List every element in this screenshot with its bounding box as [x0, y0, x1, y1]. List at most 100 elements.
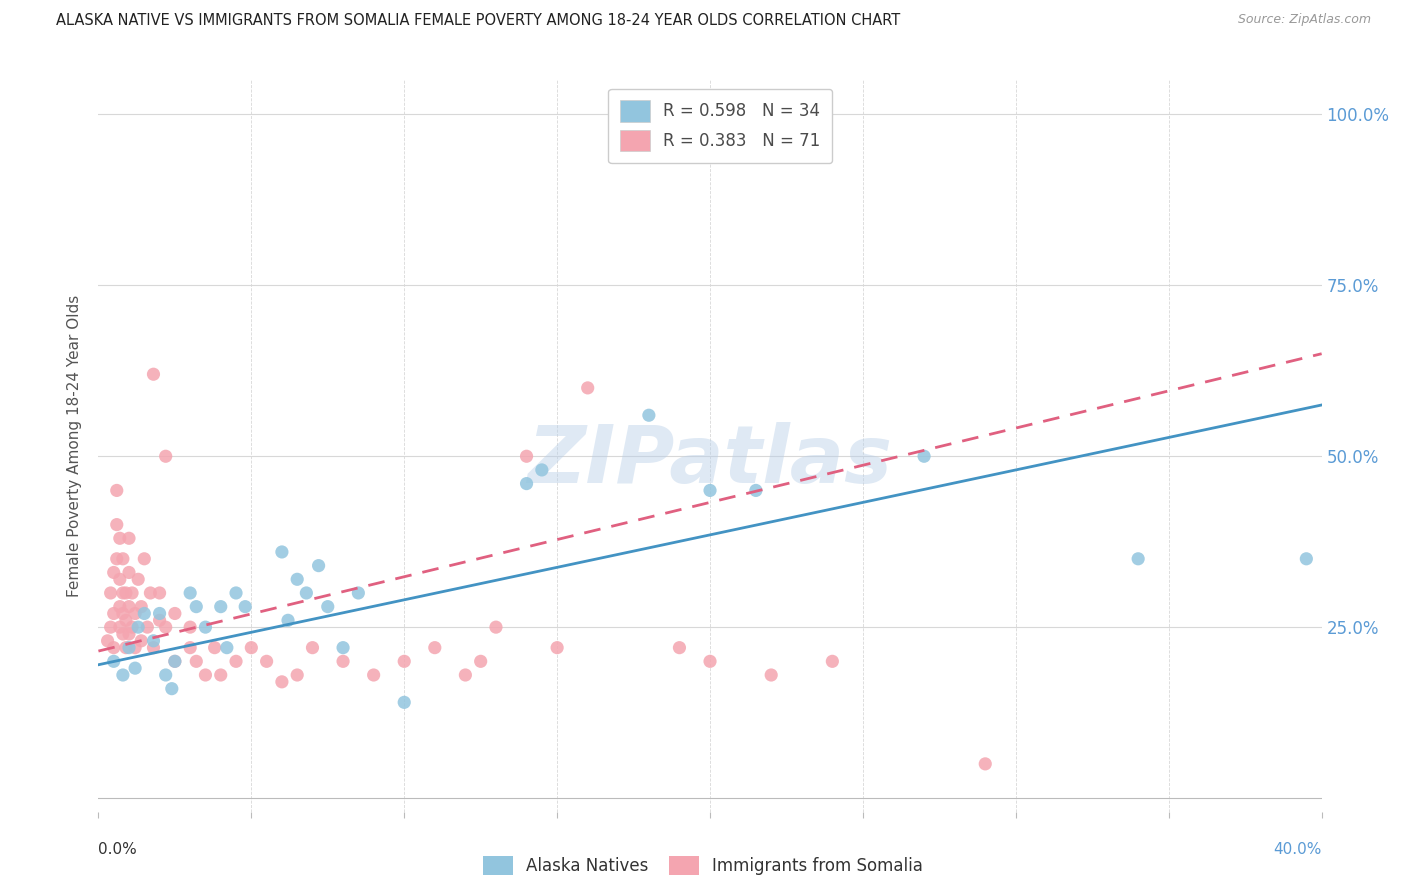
- Point: [285, 572, 308, 586]
- Point: [139, 586, 162, 600]
- Point: [576, 381, 599, 395]
- Point: [105, 483, 128, 498]
- Point: [118, 531, 141, 545]
- Text: ALASKA NATIVE VS IMMIGRANTS FROM SOMALIA FEMALE POVERTY AMONG 18-24 YEAR OLDS CO: ALASKA NATIVE VS IMMIGRANTS FROM SOMALIA…: [56, 13, 900, 29]
- Point: [285, 668, 308, 682]
- Point: [129, 633, 152, 648]
- Point: [163, 654, 186, 668]
- Point: [136, 620, 159, 634]
- Point: [485, 620, 508, 634]
- Point: [470, 654, 492, 668]
- Point: [194, 668, 217, 682]
- Point: [194, 620, 217, 634]
- Point: [100, 586, 122, 600]
- Point: [209, 668, 232, 682]
- Point: [225, 586, 247, 600]
- Point: [111, 551, 134, 566]
- Point: [270, 545, 292, 559]
- Point: [759, 668, 782, 682]
- Point: [516, 476, 538, 491]
- Point: [105, 551, 128, 566]
- Point: [204, 640, 226, 655]
- Point: [118, 627, 141, 641]
- Point: [225, 654, 247, 668]
- Point: [142, 640, 165, 655]
- Point: [699, 654, 721, 668]
- Point: [392, 695, 416, 709]
- Point: [134, 607, 156, 621]
- Point: [1128, 551, 1150, 566]
- Point: [332, 640, 354, 655]
- Point: [103, 607, 125, 621]
- Point: [111, 668, 134, 682]
- Point: [160, 681, 183, 696]
- Point: [103, 566, 125, 580]
- Point: [97, 633, 120, 648]
- Point: [308, 558, 330, 573]
- Point: [270, 674, 292, 689]
- Point: [363, 668, 385, 682]
- Point: [974, 756, 997, 771]
- Point: [316, 599, 339, 614]
- Point: [100, 620, 122, 634]
- Point: [118, 640, 141, 655]
- Point: [1295, 551, 1317, 566]
- Point: [186, 654, 208, 668]
- Point: [155, 620, 177, 634]
- Point: [115, 613, 138, 627]
- Point: [516, 449, 538, 463]
- Point: [530, 463, 553, 477]
- Point: [134, 551, 156, 566]
- Point: [111, 607, 134, 621]
- Point: [127, 620, 149, 634]
- Point: [121, 620, 143, 634]
- Point: [163, 607, 186, 621]
- Point: [423, 640, 446, 655]
- Point: [637, 409, 661, 423]
- Point: [118, 566, 141, 580]
- Text: ZIPatlas: ZIPatlas: [527, 422, 893, 500]
- Point: [668, 640, 690, 655]
- Point: [179, 586, 201, 600]
- Point: [118, 599, 141, 614]
- Point: [347, 586, 370, 600]
- Point: [546, 640, 568, 655]
- Point: [301, 640, 323, 655]
- Point: [115, 586, 138, 600]
- Point: [454, 668, 477, 682]
- Point: [332, 654, 354, 668]
- Point: [155, 668, 177, 682]
- Point: [111, 586, 134, 600]
- Point: [912, 449, 935, 463]
- Point: [121, 586, 143, 600]
- Point: [103, 654, 125, 668]
- Point: [108, 599, 131, 614]
- Point: [179, 620, 201, 634]
- Point: [392, 654, 416, 668]
- Point: [124, 607, 146, 621]
- Point: [295, 586, 318, 600]
- Point: [821, 654, 844, 668]
- Y-axis label: Female Poverty Among 18-24 Year Olds: Female Poverty Among 18-24 Year Olds: [67, 295, 83, 597]
- Point: [256, 654, 278, 668]
- Point: [124, 661, 146, 675]
- Point: [163, 654, 186, 668]
- Text: 40.0%: 40.0%: [1274, 842, 1322, 857]
- Legend: Alaska Natives, Immigrants from Somalia: Alaska Natives, Immigrants from Somalia: [477, 849, 929, 882]
- Point: [209, 599, 232, 614]
- Point: [105, 517, 128, 532]
- Point: [124, 640, 146, 655]
- Point: [115, 640, 138, 655]
- Point: [149, 613, 172, 627]
- Text: 0.0%: 0.0%: [98, 842, 138, 857]
- Point: [745, 483, 768, 498]
- Point: [179, 640, 201, 655]
- Point: [149, 586, 172, 600]
- Point: [240, 640, 263, 655]
- Point: [699, 483, 721, 498]
- Point: [127, 572, 149, 586]
- Point: [215, 640, 238, 655]
- Point: [233, 599, 256, 614]
- Point: [103, 640, 125, 655]
- Point: [149, 607, 172, 621]
